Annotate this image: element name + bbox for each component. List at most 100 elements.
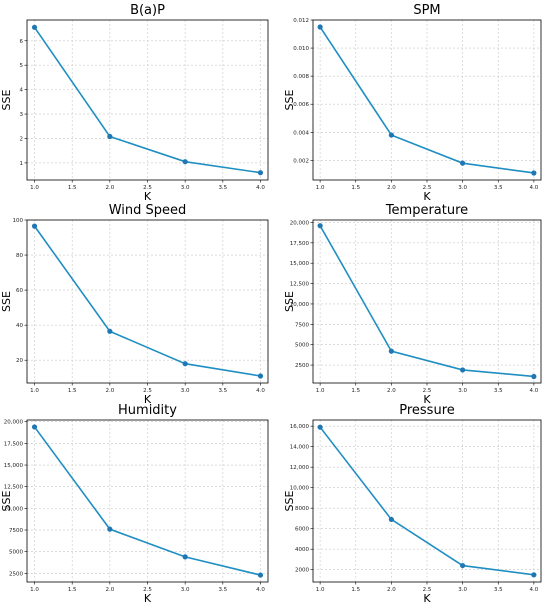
chart-6-y-tick-label: 12,000 (290, 465, 310, 471)
chart-2-x-tick-label: 4.0 (530, 185, 539, 191)
chart-5-data-point (31, 424, 38, 430)
chart-1-y-tick-label: 6 (20, 39, 24, 45)
chart-6-x-axis-label: K (423, 592, 431, 605)
chart-6-x-tick-label: 2.5 (423, 587, 432, 593)
chart-2-y-tick-label: 0.002 (293, 158, 309, 164)
chart-4: 1.0 1.5 2.0 2.5 3.0 3.5 4.0 2500 5000 7500 10,000 1… (283, 203, 542, 406)
chart-5-y-tick-label: 12,500 (4, 485, 24, 491)
chart-2: 1.0 1.5 2.0 2.5 3.0 3.5 4.0 0.002 0.004 0.006 0.00… (283, 3, 542, 203)
chart-2-y-tick-label: 0.004 (293, 130, 309, 136)
chart-3-x-tick-label: 1.5 (68, 388, 77, 394)
chart-6-x-tick-label: 1.0 (316, 587, 325, 593)
chart-1-y-tick-label: 5 (20, 63, 24, 69)
chart-5-x-axis-label: K (144, 592, 152, 605)
chart-4-plot-frame (312, 219, 542, 384)
chart-4-y-tick-label: 17,500 (290, 241, 310, 247)
chart-3-y-tick-label: 20 (16, 358, 23, 364)
chart-2-x-tick-label: 1.0 (316, 185, 325, 191)
chart-6: 1.0 1.5 2.0 2.5 3.0 3.5 4.0 2000 4000 6000 8000 10,… (283, 403, 542, 605)
chart-5-y-tick-label: 10,000 (4, 506, 24, 512)
chart-3-title: Wind Speed (109, 203, 187, 218)
chart-4-y-tick-label: 7500 (295, 322, 309, 328)
chart-4-title: Temperature (385, 203, 468, 218)
chart-1-y-axis-label: SSE (0, 89, 13, 110)
chart-2-plot-frame (312, 19, 542, 181)
chart-5-x-tick-label: 2.0 (105, 587, 114, 593)
chart-6-data-point (460, 562, 466, 569)
chart-2-data-point (317, 24, 323, 30)
chart-4-data-point (460, 367, 466, 373)
chart-1-x-axis-label: K (144, 190, 152, 203)
chart-5-y-tick-label: 17,500 (4, 441, 24, 447)
chart-3-plot-frame (26, 219, 269, 384)
chart-6-plot-frame (312, 419, 542, 583)
chart-1-x-tick-label: 3.0 (181, 185, 190, 191)
chart-6-y-tick-label: 6000 (295, 527, 309, 533)
chart-3-y-tick-label: 60 (16, 288, 23, 294)
chart-4-y-tick-label: 12,500 (290, 282, 310, 288)
chart-4-y-tick-label: 15,000 (290, 261, 310, 267)
chart-4-data-point (317, 223, 323, 229)
chart-6-y-tick-label: 2000 (295, 568, 309, 574)
chart-3-x-tick-label: 3.0 (181, 388, 190, 394)
chart-4-x-tick-label: 1.0 (316, 388, 325, 394)
chart-1-x-tick-label: 1.5 (68, 185, 77, 191)
chart-6-y-tick-label: 10,000 (290, 486, 310, 492)
chart-3-x-tick-label: 3.5 (218, 388, 227, 394)
chart-6-x-tick-label: 3.5 (494, 587, 503, 593)
chart-3-data-point (257, 373, 264, 379)
chart-1-y-tick-label: 4 (20, 88, 24, 94)
chart-3-x-tick-label: 2.0 (105, 388, 114, 394)
chart-2-title: SPM (413, 3, 440, 18)
chart-2-y-tick-label: 0.008 (293, 74, 309, 80)
chart-5-x-tick-label: 2.5 (143, 587, 152, 593)
chart-2-series-line (319, 26, 534, 174)
chart-6-data-point (317, 424, 323, 430)
chart-5-x-tick-label: 1.0 (30, 587, 39, 593)
chart-6-title: Pressure (399, 403, 455, 418)
chart-1-title: B(a)P (130, 3, 165, 18)
chart-4-y-tick-label: 10,000 (290, 302, 310, 308)
chart-6-y-tick-label: 4000 (295, 547, 309, 553)
chart-3: 1.0 1.5 2.0 2.5 3.0 3.5 4.0 20 40 60 80 100 Wind Spe… (0, 203, 269, 406)
chart-6-x-tick-label: 3.0 (458, 587, 467, 593)
chart-6-series-line (319, 426, 534, 576)
chart-6-data-point (388, 516, 394, 523)
chart-1-y-tick-label: 3 (20, 112, 24, 118)
chart-1-data-point (107, 133, 113, 140)
chart-5-y-axis-label: SSE (0, 490, 13, 511)
chart-4-data-point (531, 373, 537, 380)
chart-2-y-tick-label: 0.010 (293, 46, 309, 52)
chart-2-x-tick-label: 3.0 (458, 185, 467, 191)
chart-4-series-line (319, 225, 534, 378)
chart-1-data-point (182, 159, 188, 165)
chart-2-x-tick-label: 1.5 (351, 185, 360, 191)
chart-5-y-tick-label: 7500 (9, 528, 23, 534)
chart-3-y-tick-label: 40 (16, 323, 23, 329)
chart-1-x-tick-label: 1.0 (30, 185, 39, 191)
chart-6-y-tick-label: 16,000 (290, 424, 310, 430)
chart-2-y-axis-label: SSE (283, 89, 296, 110)
chart-3-x-tick-label: 2.5 (143, 388, 152, 394)
chart-4-x-tick-label: 2.0 (387, 388, 396, 394)
chart-6-x-tick-label: 4.0 (530, 587, 539, 593)
chart-4-y-tick-label: 5000 (295, 343, 309, 349)
chart-1-data-point (257, 170, 264, 176)
chart-3-x-axis-label: K (144, 393, 152, 406)
chart-5-data-point (257, 572, 264, 578)
chart-4-y-tick-label: 20,000 (290, 220, 310, 226)
chart-5-title: Humidity (118, 403, 177, 418)
chart-6-y-tick-label: 14,000 (290, 445, 310, 451)
chart-4-x-tick-label: 3.5 (494, 388, 503, 394)
chart-5-x-tick-label: 4.0 (256, 587, 265, 593)
chart-2-x-tick-label: 2.5 (423, 185, 432, 191)
chart-4-x-tick-label: 2.5 (423, 388, 432, 394)
chart-6-data-point (531, 572, 537, 578)
chart-4-y-tick-label: 2500 (295, 363, 309, 369)
chart-4-x-axis-label: K (423, 393, 431, 406)
chart-4-x-tick-label: 3.0 (458, 388, 467, 394)
chart-5-y-tick-label: 15,000 (4, 463, 24, 469)
chart-4-data-point (388, 348, 394, 354)
chart-3-y-axis-label: SSE (0, 291, 13, 312)
chart-3-data-point (31, 223, 38, 229)
